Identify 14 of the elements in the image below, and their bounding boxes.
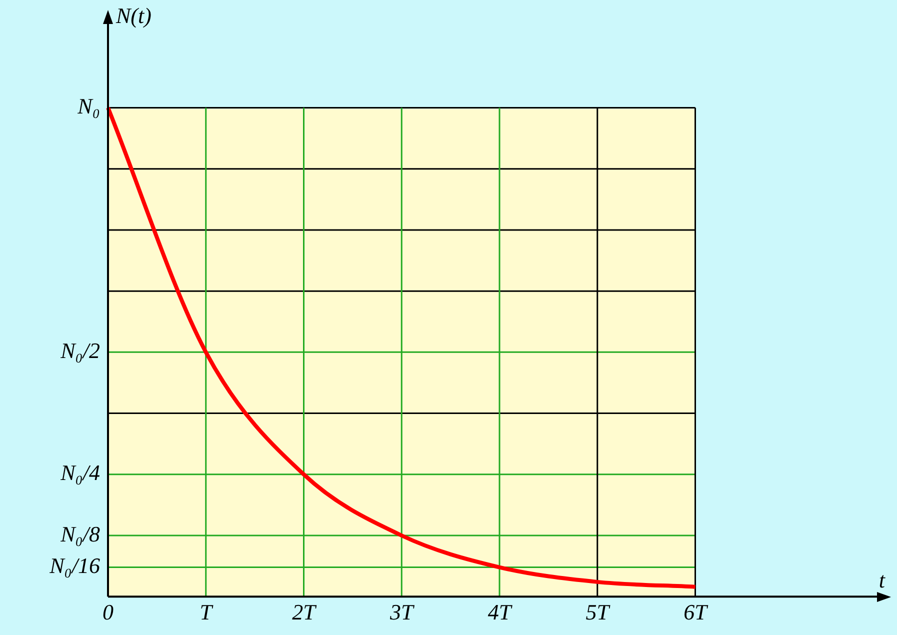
ref-line-label: N₀/16 xyxy=(48,553,100,578)
y-axis-title: N(t) xyxy=(115,2,152,28)
text: t xyxy=(878,567,886,592)
x-tick-label: 4T xyxy=(488,600,513,625)
x-tick-label: 6T xyxy=(684,600,709,625)
x-tick-label: 3T xyxy=(389,600,415,625)
x-tick-label: 2T xyxy=(292,600,318,625)
ref-line-label: N₀/8 xyxy=(60,521,100,546)
ref-line-label: N₀ xyxy=(76,94,100,119)
ref-line-label: N₀/4 xyxy=(60,460,100,486)
x-tick-label: T xyxy=(200,600,214,625)
x-tick-label: 5T xyxy=(586,600,611,625)
ref-line-label: N₀/2 xyxy=(60,338,100,363)
x-tick-label: 0 xyxy=(102,600,114,625)
